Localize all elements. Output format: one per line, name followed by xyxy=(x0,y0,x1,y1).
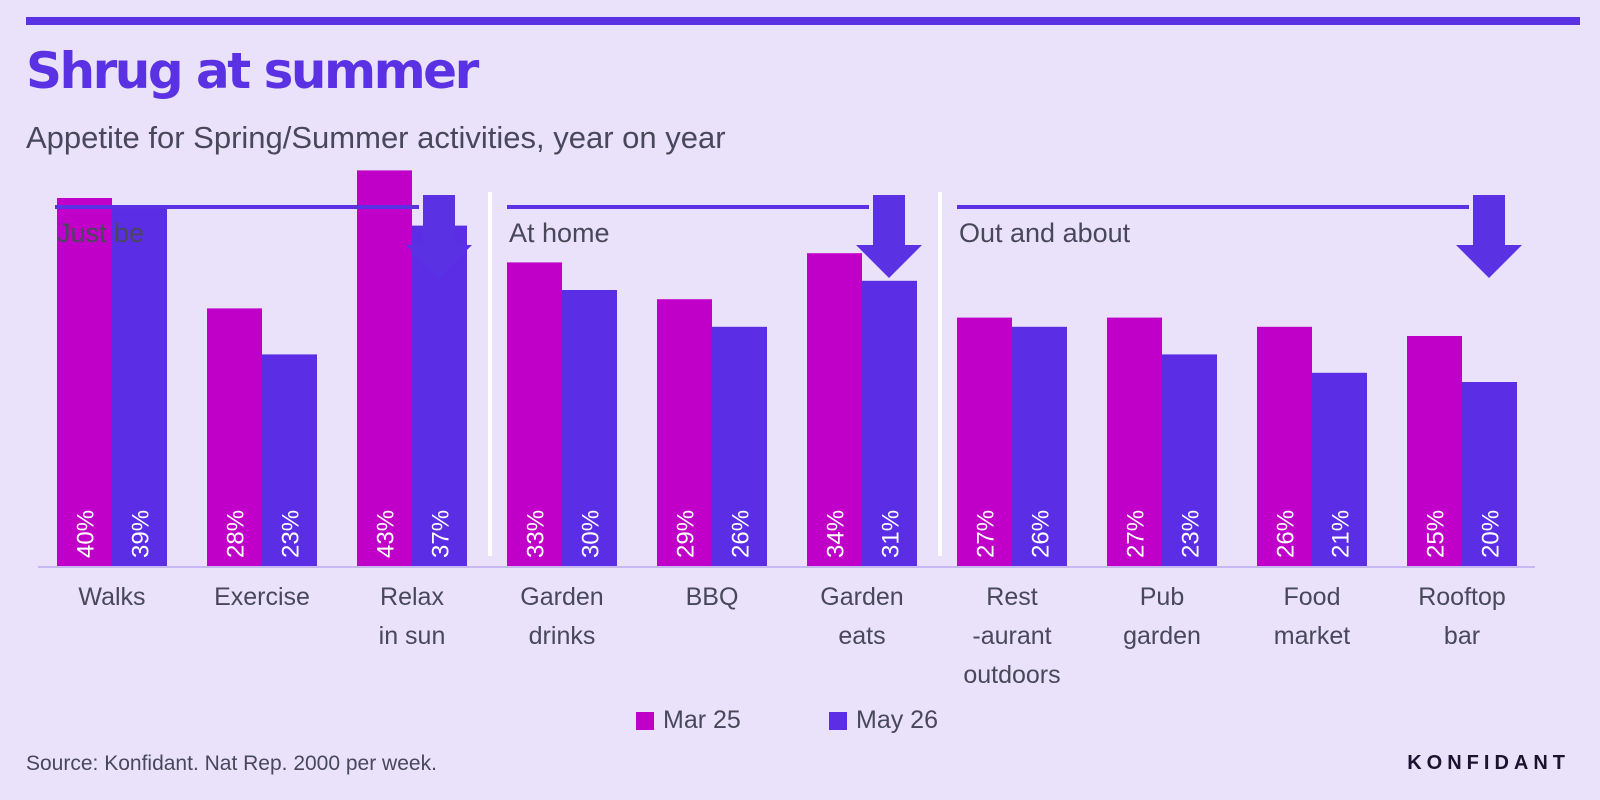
bar-relax-in-sun-may-26 xyxy=(412,225,467,566)
data-label-walks-may-26: 39% xyxy=(128,510,155,558)
down-arrow-icon xyxy=(856,195,922,278)
category-label-food-market-line-1: Food xyxy=(1284,583,1341,611)
group-label-at-home: At home xyxy=(509,218,610,248)
data-label-rooftop-bar-may-26: 20% xyxy=(1478,510,1505,558)
group-label-out-and-about: Out and about xyxy=(959,218,1131,248)
bar-garden-eats-may-26 xyxy=(862,280,917,566)
data-label-exercise-mar-25: 28% xyxy=(223,510,250,558)
legend-swatch-may-26 xyxy=(829,711,847,730)
source-note: Source: Konfidant. Nat Rep. 2000 per wee… xyxy=(26,752,437,775)
category-label-exercise: Exercise xyxy=(214,583,310,611)
category-label-rooftop-bar-line-2: bar xyxy=(1444,622,1480,650)
bar-exercise-may-26 xyxy=(262,354,317,566)
page-subtitle: Appetite for Spring/Summer activities, y… xyxy=(26,120,726,155)
category-label-rooftop-bar-line-1: Rooftop xyxy=(1418,583,1506,611)
bar-food-market-mar-25 xyxy=(1257,326,1312,566)
bar-pub-garden-mar-25 xyxy=(1107,317,1162,566)
legend-label-mar-25: Mar 25 xyxy=(663,706,741,734)
data-label-garden-drinks-mar-25: 33% xyxy=(523,510,550,558)
brand-logo: KONFIDANT xyxy=(1407,752,1570,774)
category-label-garden-drinks-line-1: Garden xyxy=(520,583,603,611)
bar-relax-in-sun-mar-25 xyxy=(357,170,412,566)
category-label-food-market-line-2: market xyxy=(1274,622,1350,650)
bar-bbq-mar-25 xyxy=(657,299,712,566)
data-label-garden-drinks-may-26: 30% xyxy=(578,510,605,558)
legend-item-may-26: May 26 xyxy=(829,706,938,735)
bar-rooftop-bar-mar-25 xyxy=(1407,336,1462,566)
data-label-pub-garden-may-26: 23% xyxy=(1178,510,1205,558)
bar-exercise-mar-25 xyxy=(207,308,262,566)
bar-rooftop-bar-may-26 xyxy=(1462,382,1517,566)
category-label-pub-garden-line-1: Pub xyxy=(1140,583,1184,611)
data-label-garden-eats-mar-25: 34% xyxy=(823,510,850,558)
data-label-relax-in-sun-may-26: 37% xyxy=(428,510,455,558)
bar-walks-mar-25 xyxy=(57,198,112,566)
group-label-just-be: Just be xyxy=(57,218,144,248)
bar-rest-aurant-outdoors-mar-25 xyxy=(957,317,1012,566)
data-label-bbq-may-26: 26% xyxy=(728,510,755,558)
bar-walks-may-26 xyxy=(112,207,167,566)
category-label-garden-eats-line-1: Garden xyxy=(820,583,903,611)
category-label-rest-aurant-outdoors-line-2: -aurant xyxy=(972,622,1051,650)
bar-food-market-may-26 xyxy=(1312,372,1367,566)
legend-item-mar-25: Mar 25 xyxy=(636,706,741,735)
data-label-food-market-may-26: 21% xyxy=(1328,510,1355,558)
data-label-rest-aurant-outdoors-mar-25: 27% xyxy=(973,510,1000,558)
data-label-relax-in-sun-mar-25: 43% xyxy=(373,510,400,558)
data-label-bbq-mar-25: 29% xyxy=(673,510,700,558)
category-label-pub-garden-line-2: garden xyxy=(1123,622,1201,650)
category-label-walks: Walks xyxy=(78,583,145,611)
top-rule xyxy=(26,17,1580,25)
data-label-food-market-mar-25: 26% xyxy=(1273,510,1300,558)
bar-garden-eats-mar-25 xyxy=(807,253,862,566)
data-label-rest-aurant-outdoors-may-26: 26% xyxy=(1028,510,1055,558)
category-label-rest-aurant-outdoors-line-1: Rest xyxy=(986,583,1037,611)
data-label-pub-garden-mar-25: 27% xyxy=(1123,510,1150,558)
data-label-garden-eats-may-26: 31% xyxy=(878,510,905,558)
category-label-relax-in-sun-line-2: in sun xyxy=(379,622,446,650)
category-label-garden-eats-line-2: eats xyxy=(838,622,885,650)
down-arrow-icon xyxy=(406,195,472,278)
legend-swatch-mar-25 xyxy=(636,711,654,730)
bar-garden-drinks-may-26 xyxy=(562,290,617,566)
data-label-rooftop-bar-mar-25: 25% xyxy=(1423,510,1450,558)
category-label-garden-drinks-line-2: drinks xyxy=(529,622,596,650)
bar-rest-aurant-outdoors-may-26 xyxy=(1012,326,1067,566)
category-label-rest-aurant-outdoors-line-3: outdoors xyxy=(963,661,1060,689)
page-title: Shrug at summer xyxy=(26,42,479,100)
legend-label-may-26: May 26 xyxy=(856,706,938,734)
data-label-exercise-may-26: 23% xyxy=(278,510,305,558)
bar-pub-garden-may-26 xyxy=(1162,354,1217,566)
down-arrow-icon xyxy=(1456,195,1522,278)
data-label-walks-mar-25: 40% xyxy=(73,510,100,558)
bar-garden-drinks-mar-25 xyxy=(507,262,562,566)
bar-bbq-may-26 xyxy=(712,326,767,566)
category-label-relax-in-sun-line-1: Relax xyxy=(380,583,444,611)
category-label-bbq: BBQ xyxy=(686,583,739,611)
